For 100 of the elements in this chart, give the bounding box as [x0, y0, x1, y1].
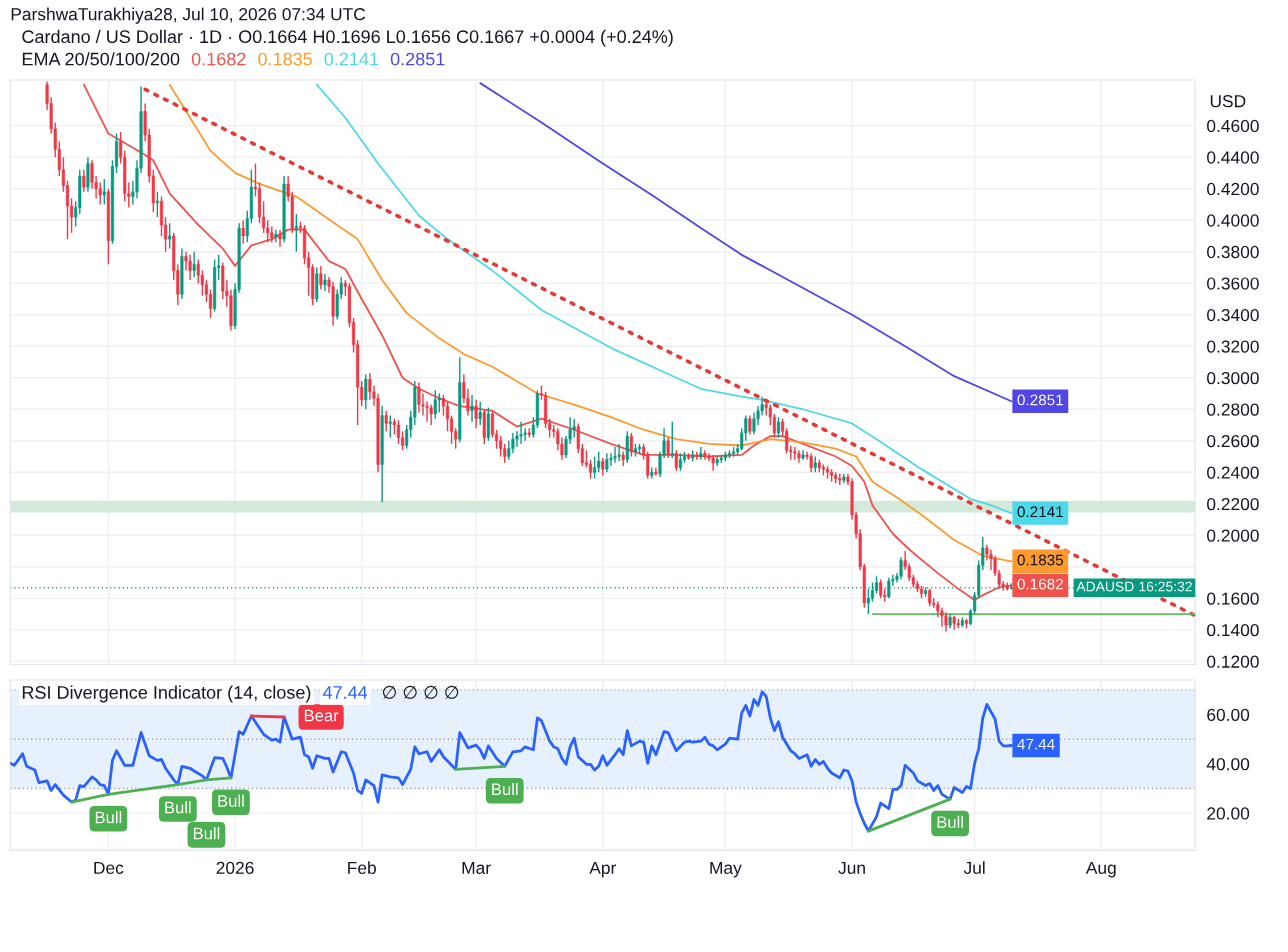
candlestick	[86, 156, 90, 193]
candlestick	[944, 611, 948, 633]
text: 47.44	[322, 686, 368, 699]
candlestick	[699, 446, 703, 461]
data-label: 0.1682	[1017, 578, 1063, 590]
candlestick	[809, 452, 813, 473]
annotation: Bull	[95, 811, 122, 824]
candlestick	[102, 178, 106, 206]
candlestick	[396, 419, 401, 445]
annotation: ∅ ∅ ∅ ∅	[382, 685, 459, 699]
x-tick-label: Mar	[462, 861, 491, 874]
candlestick	[208, 288, 213, 319]
chart-subtitle: EMA 20/50/100/200	[22, 52, 180, 66]
y-tick-label: 0.4000	[1207, 214, 1259, 227]
y-tick-label: 0.3400	[1207, 308, 1259, 322]
y-tick-label: 0.3800	[1207, 245, 1259, 259]
candlestick	[597, 451, 601, 473]
text: 0.1682	[191, 52, 246, 66]
candlestick	[866, 588, 870, 615]
text: 0.2851	[390, 52, 445, 66]
candlestick	[776, 416, 781, 439]
y-tick-label: 0.3200	[1207, 340, 1259, 353]
candlestick	[159, 195, 164, 237]
chart-title: RSI Divergence Indicator (14, close)	[22, 685, 311, 703]
x-tick-label: 2026	[216, 861, 254, 874]
candlestick	[384, 410, 388, 433]
y-tick-label: 60.00	[1207, 708, 1250, 721]
candlestick	[445, 400, 450, 433]
y-tick-label: 20.00	[1207, 807, 1250, 820]
chart-title: Cardano / US Dollar · 1D · O0.1664 H0.1696 L0.1656 C0.1667 +0.0004 (+0.24%)	[22, 29, 673, 47]
candlestick	[155, 191, 159, 218]
annotation: 16:25:32	[1139, 581, 1192, 592]
candlestick	[666, 436, 670, 459]
candlestick	[588, 458, 593, 480]
candlestick	[617, 443, 621, 462]
candlestick	[613, 446, 617, 464]
candlestick	[188, 254, 192, 281]
candlestick	[703, 449, 707, 461]
candlestick	[605, 452, 609, 473]
text: 0.2141	[324, 52, 379, 66]
candlestick	[511, 432, 515, 455]
candlestick	[241, 219, 245, 245]
text: 0.1835	[258, 52, 312, 66]
candlestick	[270, 225, 274, 243]
candlestick	[711, 454, 715, 472]
annotation: Bull	[165, 801, 191, 814]
candlestick	[486, 406, 490, 442]
candlestick	[294, 213, 298, 253]
data-label: 47.44	[1017, 738, 1055, 750]
annotation: Bull	[492, 782, 518, 796]
candlestick	[879, 578, 883, 600]
y-tick-label: 0.2400	[1207, 466, 1259, 479]
x-tick-label: Jul	[963, 861, 985, 874]
candlestick	[82, 169, 86, 193]
y-tick-label: 0.3600	[1207, 277, 1259, 290]
y-tick-label: 0.2000	[1207, 529, 1259, 542]
candlestick	[490, 410, 495, 439]
candlestick	[650, 466, 654, 480]
candlestick	[319, 265, 323, 291]
candlestick	[593, 455, 597, 480]
candlestick	[433, 389, 437, 420]
candlestick	[478, 400, 482, 426]
candlestick	[278, 228, 282, 248]
candlestick	[196, 258, 200, 284]
y-tick-label: 0.4400	[1207, 151, 1259, 164]
candlestick	[674, 449, 678, 472]
annotation: Bull	[193, 827, 220, 840]
text: ParshwaTurakhiya28, Jul 10, 2026 07:34 UTC	[11, 7, 366, 24]
y-tick-label: 0.4600	[1207, 119, 1259, 133]
x-tick-label: Apr	[589, 861, 616, 878]
y-tick-label: 0.2200	[1207, 497, 1259, 511]
candlestick	[192, 251, 196, 278]
candlestick	[793, 446, 797, 461]
candlestick	[503, 443, 507, 464]
candlestick	[470, 394, 474, 423]
candlestick	[899, 556, 903, 581]
candlestick	[429, 403, 433, 426]
candlestick	[388, 414, 392, 439]
annotation: ADAUSD	[1076, 581, 1134, 592]
y-tick-label: 0.3000	[1207, 371, 1259, 385]
x-tick-label: May	[710, 861, 742, 878]
candlestick	[519, 421, 523, 445]
x-tick-label: Dec	[94, 861, 124, 874]
x-tick-label: Feb	[348, 861, 376, 874]
candlestick	[474, 399, 478, 429]
candlestick	[417, 381, 421, 414]
candlestick	[168, 222, 172, 250]
candlestick	[748, 414, 752, 436]
data-label: 0.2141	[1017, 506, 1063, 518]
y-tick-label: 0.1600	[1207, 592, 1259, 605]
x-tick-label: Jun	[838, 861, 865, 874]
candlestick	[266, 219, 270, 243]
candlestick	[670, 421, 674, 459]
y-tick-label: 0.4200	[1207, 182, 1259, 196]
data-label: 0.1835	[1017, 554, 1064, 566]
candlestick	[323, 273, 327, 292]
annotation: Bull	[937, 815, 963, 829]
annotation: Bull	[218, 794, 244, 807]
y-tick-label: 0.2600	[1207, 434, 1259, 448]
x-tick-label: Aug	[1085, 861, 1116, 878]
